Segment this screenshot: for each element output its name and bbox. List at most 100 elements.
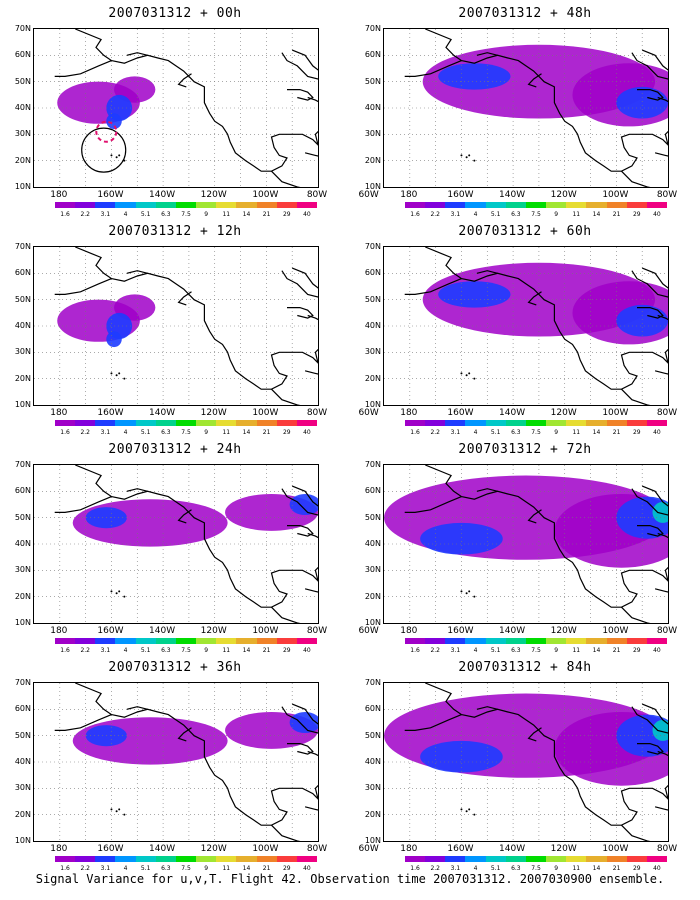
colorbar-label: 7.5 (531, 647, 541, 654)
map-panel: 2007031312 + 48h 70N 60N 50N 40N 30N 20N 10N 180… (350, 0, 700, 218)
colorbar-label: 5.1 (140, 429, 151, 436)
lon-tick-label: 180 (400, 408, 418, 418)
colorbar-label: 2.2 (80, 865, 90, 872)
colorbar-label: 14 (592, 211, 601, 218)
lon-tick-label: 180 (50, 190, 68, 200)
lat-tick-label: 60N (364, 50, 381, 60)
colorbar-label: 40 (653, 211, 661, 218)
colorbar (55, 420, 318, 426)
colorbar-label: 14 (242, 865, 251, 872)
colorbar-swatch (626, 856, 647, 862)
colorbar-label: 21 (612, 647, 621, 654)
colorbar-label: 11 (572, 211, 581, 218)
coastline (637, 306, 664, 319)
colorbar (55, 856, 318, 862)
variance-shading (106, 331, 122, 348)
colorbar-swatch (256, 638, 277, 644)
coastline (527, 73, 542, 88)
lon-tick-label: 160W (447, 408, 474, 418)
colorbar-label: 4 (473, 211, 478, 218)
lat-tick-label: 20N (364, 809, 381, 819)
colorbar-swatch (95, 420, 116, 426)
lon-tick-label: 140W (499, 190, 526, 200)
colorbar-swatch (525, 856, 547, 862)
island (118, 590, 121, 593)
colorbar-label: 9 (204, 865, 209, 872)
colorbar-swatch (296, 856, 318, 862)
coastline (304, 806, 318, 811)
colorbar-swatch (425, 856, 446, 862)
lon-tick-label: 140W (149, 844, 176, 854)
lat-tick-label: 20N (364, 155, 381, 165)
variance-shading (420, 522, 503, 555)
lon-tick-label: 80W (656, 626, 678, 636)
lat-tick-label: 30N (364, 565, 381, 575)
island (118, 808, 121, 811)
coastline (271, 170, 301, 187)
colorbar-label: 14 (242, 429, 251, 436)
lat-tick-label: 50N (364, 730, 381, 740)
colorbar-swatch (256, 202, 277, 208)
coastline (527, 291, 542, 306)
lat-tick-label: 20N (14, 809, 31, 819)
lat-tick-label: 10N (364, 400, 381, 409)
panel-title: 2007031312 + 36h (108, 660, 242, 675)
panel-title: 2007031312 + 72h (458, 442, 592, 457)
coastline (631, 703, 668, 734)
lat-tick-label: 50N (14, 294, 31, 304)
colorbar-swatch (405, 638, 426, 644)
map-panel: 2007031312 + 84h 70N 60N 50N 40N 30N 20N 10N 180… (350, 654, 700, 872)
colorbar-swatch (485, 202, 506, 208)
coastline (631, 485, 668, 516)
lon-tick-label: 80W (656, 844, 678, 854)
lon-tick-label: 120W (550, 844, 577, 854)
island (468, 154, 471, 157)
map-frame (383, 28, 669, 188)
lon-tick-label: 180 (50, 408, 68, 418)
lon-tick-label: 80W (306, 626, 328, 636)
coastline (281, 267, 318, 298)
lon-tick-label: 100W (602, 190, 629, 200)
colorbar-swatch (505, 202, 526, 208)
map-panel: 2007031312 + 00h 70N 60N 50N 40N 30N 20N 10N 180… (0, 0, 379, 218)
panel-title: 2007031312 + 24h (108, 442, 242, 457)
lat-tick-label: 10N (14, 618, 31, 627)
colorbar-swatch (95, 202, 116, 208)
lat-tick-label: 60N (14, 486, 31, 496)
colorbar-swatch (646, 420, 668, 426)
coastline (637, 88, 664, 101)
colorbar-label: 1.6 (60, 211, 70, 218)
lat-tick-label: 20N (364, 373, 381, 383)
lon-tick-label: 100W (602, 626, 629, 636)
island (115, 592, 118, 595)
lat-tick-label: 70N (14, 242, 31, 251)
colorbar-swatch (505, 638, 526, 644)
lat-tick-label: 40N (14, 539, 31, 548)
lon-tick-label: 60W (358, 408, 379, 418)
colorbar-swatch (135, 856, 156, 862)
colorbar-swatch (646, 638, 668, 644)
map-panel: 2007031312 + 60h 70N 60N 50N 40N 30N 20N 10N 180… (350, 218, 700, 436)
colorbar-label: 5.1 (140, 647, 151, 654)
colorbar-swatch (55, 638, 76, 644)
lon-tick-label: 160W (97, 408, 124, 418)
lon-tick-label: 80W (656, 408, 678, 418)
coastline (425, 29, 668, 172)
coastline (307, 532, 318, 539)
island (115, 810, 118, 813)
map-svg (384, 465, 668, 623)
colorbar-label: 29 (282, 647, 291, 654)
lon-tick-label: 180 (400, 190, 418, 200)
colorbar-label: 9 (554, 647, 559, 654)
colorbar-label: 11 (572, 429, 581, 436)
colorbar-label: 11 (572, 865, 581, 872)
colorbar-swatch (75, 638, 96, 644)
colorbar-label: 29 (282, 211, 291, 218)
map-panel: 2007031312 + 24h 70N 60N 50N 40N 30N 20N 10N 180… (0, 436, 379, 654)
colorbar-label: 2.2 (430, 429, 440, 436)
map-panel: 2007031312 + 72h 70N 60N 50N 40N 30N 20N 10N 180… (350, 436, 700, 654)
colorbar-swatch (115, 420, 136, 426)
lat-tick-label: 50N (14, 76, 31, 86)
colorbar-label: 40 (653, 865, 661, 872)
map-frame (33, 464, 319, 624)
